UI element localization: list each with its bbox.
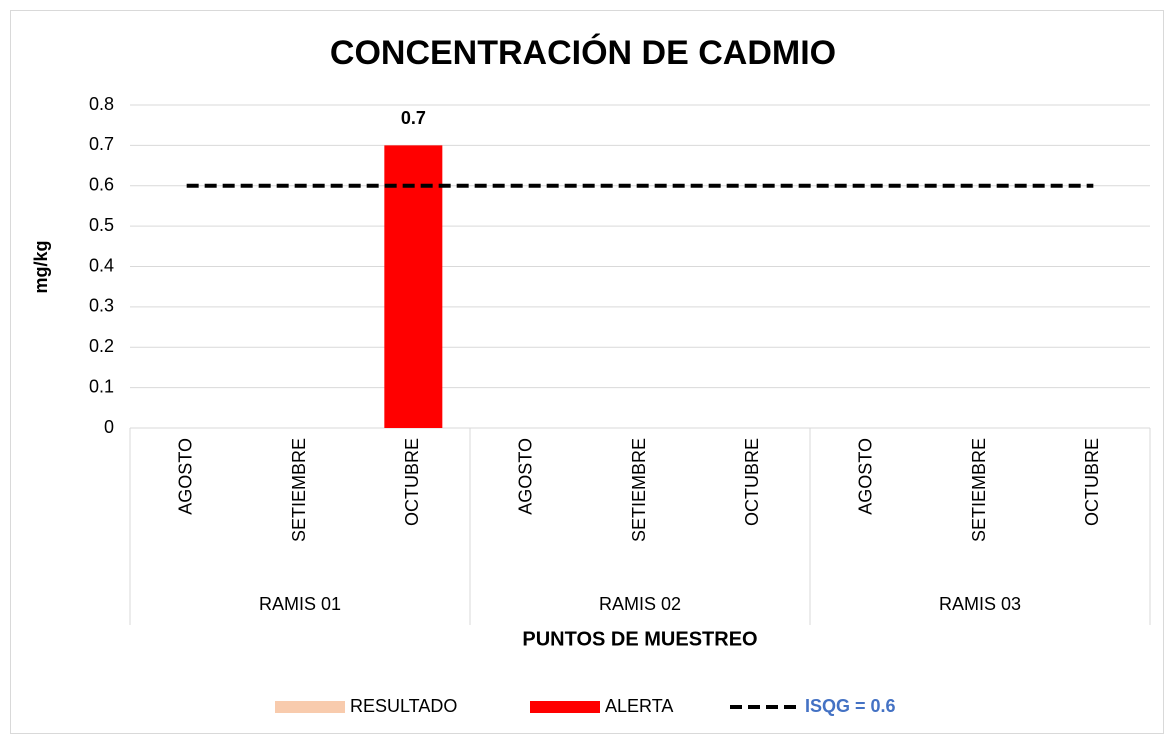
y-tick-label: 0.4 [89,255,114,275]
y-tick-label: 0.3 [89,296,114,316]
group-label: RAMIS 02 [599,594,681,614]
x-tick-label: AGOSTO [175,438,195,515]
chart-border [10,10,1164,734]
y-tick-label: 0.8 [89,94,114,114]
legend-swatch [530,701,600,713]
legend-label: ALERTA [605,696,673,716]
x-tick-label: SETIEMBRE [629,438,649,542]
x-tick-label: OCTUBRE [742,438,762,526]
y-tick-label: 0.7 [89,134,114,154]
y-tick-label: 0.5 [89,215,114,235]
bar [384,145,443,428]
x-tick-label: AGOSTO [855,438,875,515]
x-axis-title: PUNTOS DE MUESTREO [522,628,757,650]
group-label: RAMIS 01 [259,594,341,614]
y-tick-label: 0.1 [89,376,114,396]
x-tick-label: OCTUBRE [402,438,422,526]
x-tick-label: SETIEMBRE [289,438,309,542]
y-tick-label: 0.2 [89,336,114,356]
x-tick-label: AGOSTO [515,438,535,515]
y-axis-title: mg/kg [31,240,51,293]
group-label: RAMIS 03 [939,594,1021,614]
y-tick-label: 0.6 [89,175,114,195]
x-tick-label: OCTUBRE [1082,438,1102,526]
chart-title: CONCENTRACIÓN DE CADMIO [330,34,836,72]
legend-swatch [275,701,345,713]
legend-label: RESULTADO [350,696,457,716]
legend-label: ISQG = 0.6 [805,696,896,716]
y-tick-label: 0 [104,417,114,437]
data-label: 0.7 [401,108,426,128]
x-tick-label: SETIEMBRE [969,438,989,542]
